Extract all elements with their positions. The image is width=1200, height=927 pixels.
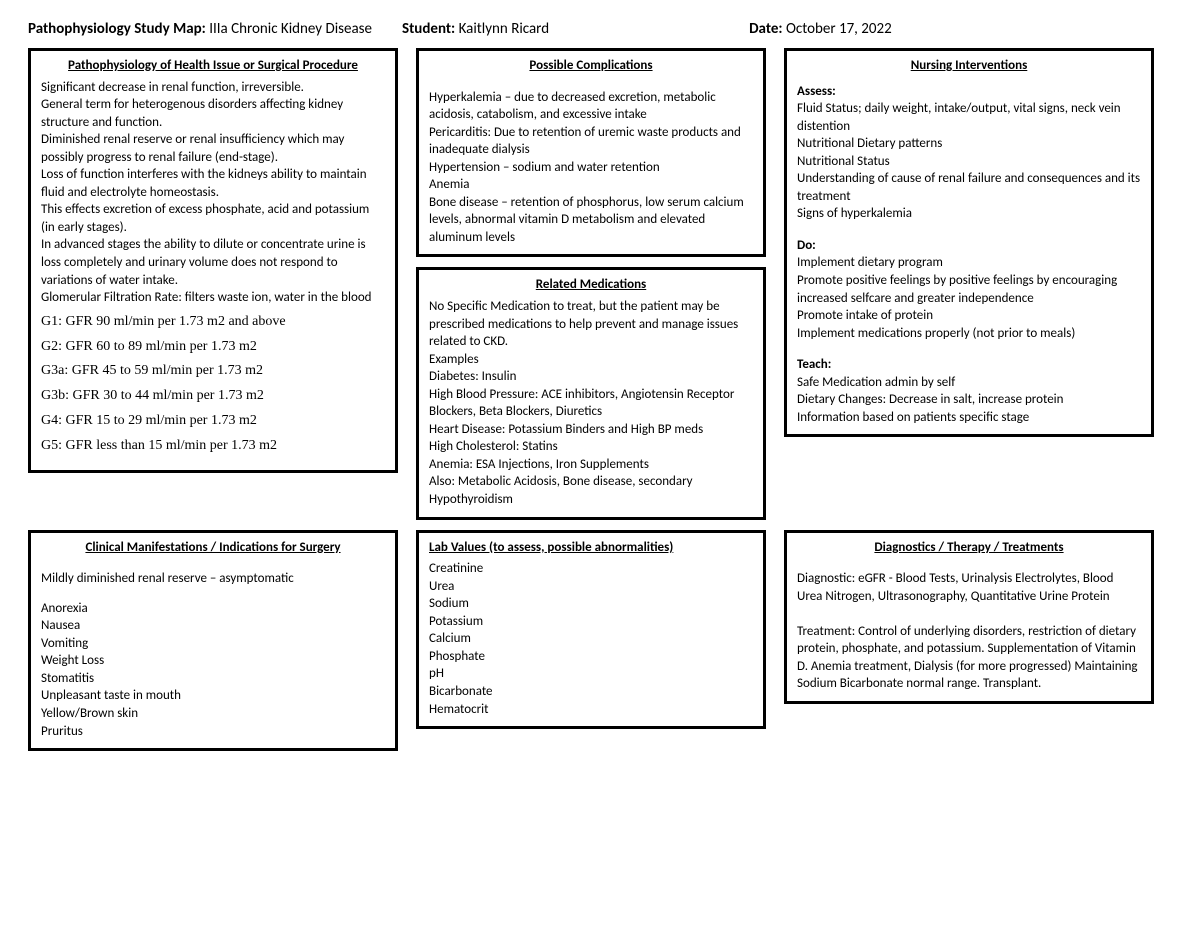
list-item: Examples xyxy=(429,351,753,369)
do-list: Implement dietary programPromote positiv… xyxy=(797,254,1141,342)
page-header: Pathophysiology Study Map: IIIa Chronic … xyxy=(28,20,1172,38)
patho-body: Significant decrease in renal function, … xyxy=(41,79,385,307)
title-value: IIIa Chronic Kidney Disease xyxy=(209,20,372,38)
list-item: High Cholesterol: Statins xyxy=(429,438,753,456)
list-item: No Specific Medication to treat, but the… xyxy=(429,298,753,351)
list-item: Heart Disease: Potassium Binders and Hig… xyxy=(429,421,753,439)
manifest-items: AnorexiaNauseaVomitingWeight LossStomati… xyxy=(41,600,385,740)
list-item: Signs of hyperkalemia xyxy=(797,205,1141,223)
list-item: Hypertension – sodium and water retentio… xyxy=(429,159,753,177)
gfr-list: G1: GFR 90 ml/min per 1.73 m2 and above G… xyxy=(41,313,385,456)
list-item: Urea xyxy=(429,578,753,596)
list-item: Diagnostic: eGFR - Blood Tests, Urinalys… xyxy=(797,570,1141,605)
list-item: Yellow/Brown skin xyxy=(41,705,385,723)
box-title: Nursing Interventions xyxy=(797,57,1141,75)
list-item xyxy=(797,605,1141,623)
box-title: Possible Complications xyxy=(429,57,753,75)
list-item: Diminished renal reserve or renal insuff… xyxy=(41,131,385,166)
list-item: Also: Metabolic Acidosis, Bone disease, … xyxy=(429,473,753,508)
teach-label: Teach: xyxy=(797,356,1141,374)
box-title: Pathophysiology of Health Issue or Surgi… xyxy=(41,57,385,75)
list-item: This effects excretion of excess phospha… xyxy=(41,201,385,236)
list-item: Pruritus xyxy=(41,723,385,741)
list-item: Sodium xyxy=(429,595,753,613)
list-item: Promote positive feelings by positive fe… xyxy=(797,272,1141,307)
list-item: Information based on patients specific s… xyxy=(797,409,1141,427)
list-item: Creatinine xyxy=(429,560,753,578)
list-item: Diabetes: Insulin xyxy=(429,368,753,386)
list-item: Nutritional Status xyxy=(797,153,1141,171)
box-title: Diagnostics / Therapy / Treatments xyxy=(797,539,1141,557)
list-item: Promote intake of protein xyxy=(797,307,1141,325)
list-item: G3b: GFR 30 to 44 ml/min per 1.73 m2 xyxy=(41,387,385,406)
student-segment: Student: Kaitlynn Ricard xyxy=(402,20,549,38)
list-item: pH xyxy=(429,665,753,683)
list-item: Significant decrease in renal function, … xyxy=(41,79,385,97)
list-item: Hyperkalemia – due to decreased excretio… xyxy=(429,89,753,124)
list-item: Potassium xyxy=(429,613,753,631)
list-item: Calcium xyxy=(429,630,753,648)
meds-body: No Specific Medication to treat, but the… xyxy=(429,298,753,509)
title-segment: Pathophysiology Study Map: IIIa Chronic … xyxy=(28,20,372,38)
date-value: October 17, 2022 xyxy=(786,20,892,38)
box-labs: Lab Values (to assess, possible abnormal… xyxy=(416,530,766,729)
list-item: Hematocrit xyxy=(429,701,753,719)
list-item: Glomerular Filtration Rate: filters wast… xyxy=(41,289,385,307)
box-manifestations: Clinical Manifestations / Indications fo… xyxy=(28,530,398,751)
list-item: Safe Medication admin by self xyxy=(797,374,1141,392)
box-nursing: Nursing Interventions Assess: Fluid Stat… xyxy=(784,48,1154,437)
list-item: Nausea xyxy=(41,617,385,635)
list-item: In advanced stages the ability to dilute… xyxy=(41,236,385,289)
list-item: Weight Loss xyxy=(41,652,385,670)
box-title: Lab Values (to assess, possible abnormal… xyxy=(429,539,753,557)
box-medications: Related Medications No Specific Medicati… xyxy=(416,267,766,519)
list-item: Anorexia xyxy=(41,600,385,618)
box-complications: Possible Complications Hyperkalemia – du… xyxy=(416,48,766,257)
list-item: Understanding of cause of renal failure … xyxy=(797,170,1141,205)
list-item: G4: GFR 15 to 29 ml/min per 1.73 m2 xyxy=(41,412,385,431)
list-item: General term for heterogenous disorders … xyxy=(41,96,385,131)
title-label: Pathophysiology Study Map: xyxy=(28,20,206,38)
assess-list: Fluid Status; daily weight, intake/outpu… xyxy=(797,100,1141,223)
student-value: Kaitlynn Ricard xyxy=(459,20,549,38)
list-item: High Blood Pressure: ACE inhibitors, Ang… xyxy=(429,386,753,421)
list-item: Fluid Status; daily weight, intake/outpu… xyxy=(797,100,1141,135)
box-title: Related Medications xyxy=(429,276,753,294)
list-item: Nutritional Dietary patterns xyxy=(797,135,1141,153)
study-map-grid: Pathophysiology of Health Issue or Surgi… xyxy=(28,48,1172,761)
list-item: Vomiting xyxy=(41,635,385,653)
list-item: Bone disease – retention of phosphorus, … xyxy=(429,194,753,247)
list-item: Implement dietary program xyxy=(797,254,1141,272)
labs-items: CreatinineUreaSodiumPotassiumCalciumPhos… xyxy=(429,560,753,718)
list-item: Stomatitis xyxy=(41,670,385,688)
list-item: Dietary Changes: Decrease in salt, incre… xyxy=(797,391,1141,409)
assess-label: Assess: xyxy=(797,83,1141,101)
list-item: Phosphate xyxy=(429,648,753,666)
date-label: Date: xyxy=(749,20,782,38)
box-title: Clinical Manifestations / Indications fo… xyxy=(41,539,385,557)
list-item: Anemia xyxy=(429,176,753,194)
teach-list: Safe Medication admin by selfDietary Cha… xyxy=(797,374,1141,427)
list-item: Implement medications properly (not prio… xyxy=(797,325,1141,343)
do-label: Do: xyxy=(797,237,1141,255)
manifest-lead: Mildly diminished renal reserve – asympt… xyxy=(41,570,385,588)
list-item: G5: GFR less than 15 ml/min per 1.73 m2 xyxy=(41,437,385,456)
list-item: G3a: GFR 45 to 59 ml/min per 1.73 m2 xyxy=(41,362,385,381)
box-pathophysiology: Pathophysiology of Health Issue or Surgi… xyxy=(28,48,398,473)
diag-body: Diagnostic: eGFR - Blood Tests, Urinalys… xyxy=(797,570,1141,693)
box-diagnostics: Diagnostics / Therapy / Treatments Diagn… xyxy=(784,530,1154,704)
list-item: Pericarditis: Due to retention of uremic… xyxy=(429,124,753,159)
list-item: Treatment: Control of underlying disorde… xyxy=(797,623,1141,693)
list-item: Unpleasant taste in mouth xyxy=(41,687,385,705)
list-item: Anemia: ESA Injections, Iron Supplements xyxy=(429,456,753,474)
student-label: Student: xyxy=(402,20,455,38)
list-item: G2: GFR 60 to 89 ml/min per 1.73 m2 xyxy=(41,338,385,357)
date-segment: Date: October 17, 2022 xyxy=(749,20,892,38)
list-item: Bicarbonate xyxy=(429,683,753,701)
complications-body: Hyperkalemia – due to decreased excretio… xyxy=(429,89,753,247)
list-item: Loss of function interferes with the kid… xyxy=(41,166,385,201)
list-item: G1: GFR 90 ml/min per 1.73 m2 and above xyxy=(41,313,385,332)
